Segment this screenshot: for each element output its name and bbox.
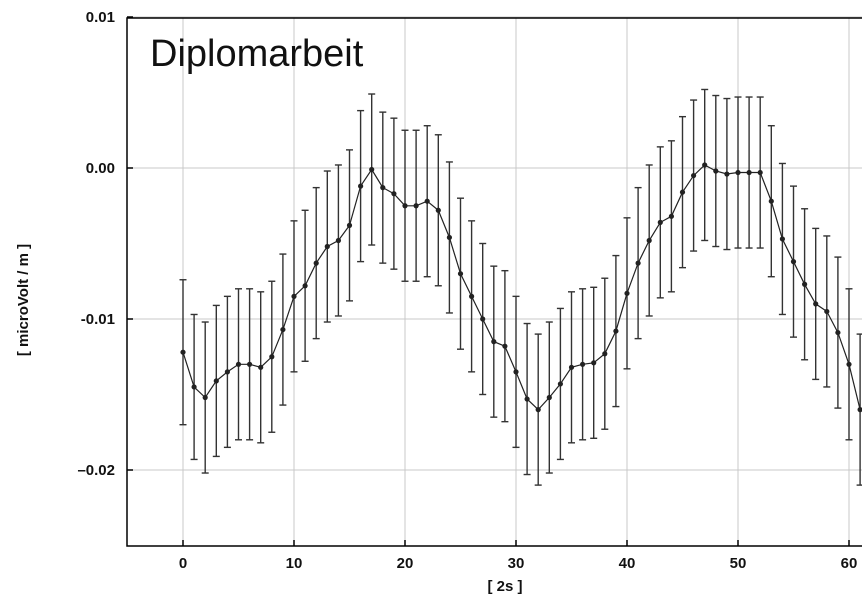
data-point [258, 364, 264, 370]
data-point [480, 316, 486, 322]
data-point [391, 191, 397, 197]
data-point [713, 168, 719, 174]
data-point [835, 329, 841, 336]
axis-ticks: 0 10 20 30 40 50 60 –0.02 -0.01 0.00 0.01 [77, 9, 857, 572]
data-point [657, 219, 663, 225]
data-point [435, 207, 441, 213]
data-points [180, 162, 862, 413]
data-point [757, 169, 763, 176]
plot-area-frame [126, 17, 862, 547]
data-point [824, 308, 830, 315]
data-point [702, 162, 708, 168]
data-point [635, 260, 641, 266]
data-point [346, 222, 353, 228]
data-point [313, 260, 319, 266]
x-tick-label: 10 [286, 555, 303, 572]
x-tick-label: 20 [397, 555, 414, 572]
data-point [846, 361, 852, 367]
data-point [802, 281, 808, 287]
data-point [546, 394, 552, 401]
data-point [235, 361, 242, 367]
data-point [746, 169, 752, 176]
data-point [302, 283, 308, 289]
data-point [735, 169, 741, 176]
data-point [424, 198, 430, 204]
error-bars [179, 88, 862, 486]
data-point [324, 243, 330, 250]
data-point [224, 369, 230, 375]
y-tick-label: 0.00 [86, 160, 115, 177]
data-point [457, 271, 464, 277]
data-point [380, 185, 386, 191]
data-point [402, 203, 408, 209]
series-line [182, 164, 861, 411]
data-point [446, 234, 452, 241]
data-point [469, 293, 475, 299]
data-point [580, 361, 586, 367]
x-tick-label: 50 [730, 555, 747, 572]
data-point [568, 364, 575, 370]
data-point [524, 396, 530, 402]
data-point [813, 301, 819, 307]
data-point [269, 354, 275, 360]
data-point [213, 378, 219, 384]
y-tick-label: –0.02 [77, 462, 115, 479]
data-series [182, 164, 861, 411]
data-point [491, 339, 497, 345]
data-point [668, 213, 675, 219]
data-point [358, 183, 364, 189]
data-point [291, 293, 297, 299]
data-point [779, 236, 786, 242]
data-point [613, 328, 619, 334]
data-point [535, 407, 541, 413]
data-point [280, 326, 286, 333]
data-point [624, 290, 630, 296]
data-point [768, 198, 774, 204]
x-tick-label: 60 [841, 555, 858, 572]
chart-title: Diplomarbeit [150, 33, 364, 75]
x-tick-label: 0 [179, 555, 187, 572]
x-tick-label: 30 [508, 555, 525, 572]
y-tick-label: 0.01 [86, 9, 115, 26]
data-point [513, 369, 519, 375]
data-point [369, 166, 375, 173]
data-point [691, 172, 697, 179]
x-axis-label: [ 2s ] [487, 578, 522, 595]
data-point [646, 237, 652, 244]
data-point [724, 171, 730, 177]
data-point [247, 361, 253, 367]
data-point [202, 394, 208, 401]
data-point [335, 237, 341, 244]
data-point [857, 407, 862, 413]
y-axis-label: [ microVolt / m ] [15, 244, 32, 356]
data-point [191, 384, 197, 390]
y-tick-label: -0.01 [81, 311, 115, 328]
x-tick-label: 40 [619, 555, 636, 572]
data-point [591, 360, 597, 366]
data-point [679, 189, 686, 195]
data-point [557, 381, 564, 387]
data-point [413, 203, 419, 209]
data-point [790, 259, 797, 265]
data-point [602, 351, 608, 357]
data-point [180, 349, 186, 355]
data-point [502, 343, 508, 349]
